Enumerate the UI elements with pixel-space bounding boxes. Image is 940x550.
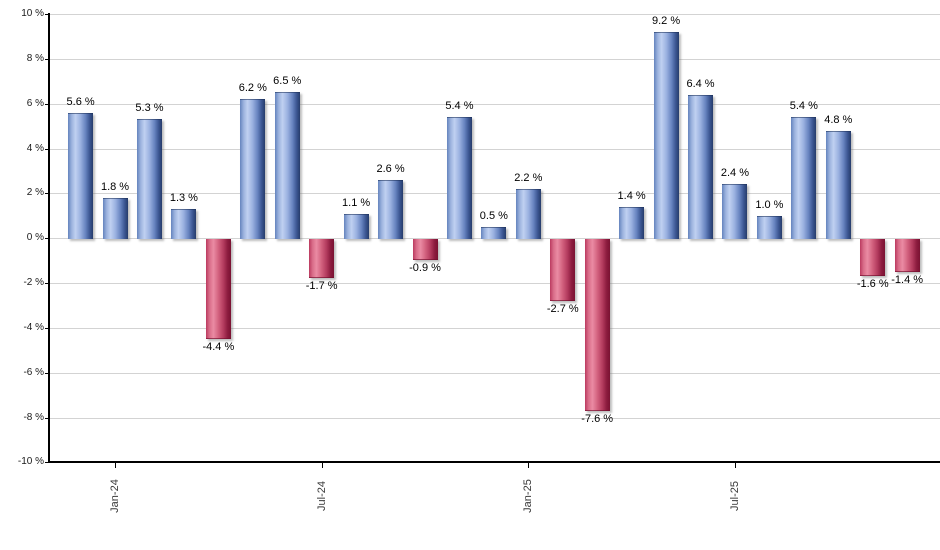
bar-value-label: 5.3 %: [135, 102, 164, 115]
bar: [722, 184, 748, 240]
bar: [860, 239, 886, 277]
y-axis-tick: [45, 193, 49, 195]
y-axis-tick-label: 10 %: [21, 8, 44, 19]
y-axis-tick: [45, 238, 49, 240]
bar: [412, 239, 438, 261]
bar-value-label: 5.6 %: [66, 95, 95, 108]
x-axis-tick-label: Jul-25: [728, 481, 741, 511]
bar-value-label: 1.3 %: [169, 192, 198, 205]
bar: [756, 215, 782, 240]
y-axis-tick: [45, 327, 49, 329]
bar: [205, 239, 231, 339]
horizontal-gridline: [49, 327, 940, 329]
bar-value-label: 0.5 %: [479, 209, 508, 222]
x-axis-tick: [115, 463, 117, 469]
bar: [136, 119, 162, 240]
horizontal-gridline: [49, 417, 940, 419]
bar: [825, 130, 851, 240]
y-axis-tick-label: 4 %: [26, 142, 44, 154]
x-axis-tick: [734, 463, 736, 469]
bar-value-label: -1.4 %: [891, 273, 924, 286]
horizontal-gridline: [49, 283, 940, 285]
y-axis-tick-label: -8 %: [23, 411, 44, 423]
y-axis-tick-label: 2 %: [26, 187, 44, 199]
y-axis-tick: [45, 417, 49, 419]
bar-value-label: 5.4 %: [789, 100, 818, 113]
bar: [343, 213, 369, 240]
bar: [653, 31, 679, 240]
bar: [515, 188, 541, 240]
bar-value-label: -0.9 %: [409, 262, 441, 275]
y-axis-tick: [45, 462, 49, 464]
x-axis-tick: [528, 463, 530, 469]
y-axis-tick: [45, 103, 49, 105]
y-axis-tick: [45, 283, 49, 285]
bar-value-label: -1.7 %: [305, 280, 338, 293]
bar-value-label: 6.2 %: [238, 82, 267, 95]
y-axis-tick-label: -10 %: [17, 456, 44, 468]
bar-value-label: 5.4 %: [445, 100, 474, 113]
bar-value-label: 1.0 %: [755, 198, 784, 211]
bar-value-label: 9.2 %: [652, 14, 681, 27]
x-axis-line: [48, 461, 940, 464]
bar-value-label: 1.8 %: [100, 180, 130, 193]
bar: [274, 92, 300, 240]
bar: [378, 179, 404, 240]
bar: [688, 94, 714, 240]
bar: [619, 206, 645, 240]
bar: [550, 239, 576, 301]
x-axis-tick: [321, 463, 323, 469]
y-axis-tick-label: 8 %: [26, 52, 44, 64]
bar: [102, 197, 128, 240]
bar-value-label: 1.1 %: [342, 196, 371, 209]
horizontal-gridline: [49, 372, 940, 374]
bar: [446, 117, 472, 240]
bar-value-label: 2.6 %: [376, 162, 405, 175]
bar: [171, 209, 197, 240]
bar: [481, 226, 507, 240]
bar-value-label: 6.4 %: [686, 77, 715, 90]
y-axis-tick-label: 0 %: [26, 232, 44, 244]
bar-value-label: 4.8 %: [824, 113, 853, 126]
bar: [894, 239, 920, 272]
bar-value-label: 1.4 %: [617, 189, 646, 202]
bar: [309, 239, 335, 279]
bar: [791, 117, 817, 240]
y-axis-tick: [45, 148, 49, 150]
y-axis-tick: [45, 372, 49, 374]
x-axis-tick-label: Jan-24: [109, 479, 122, 513]
x-axis-tick-label: Jan-25: [522, 479, 535, 513]
y-axis-tick-label: -4 %: [23, 321, 44, 333]
y-axis-tick-label: 6 %: [26, 97, 44, 109]
y-axis-tick: [45, 58, 49, 60]
bar-value-label: 6.5 %: [273, 75, 302, 88]
bar-value-label: 2.2 %: [514, 171, 543, 184]
bar-value-label: 2.4 %: [720, 167, 750, 180]
y-axis-line: [48, 13, 50, 464]
bar-value-label: -4.4 %: [202, 340, 235, 353]
x-axis-tick-label: Jul-24: [315, 481, 328, 511]
bar: [584, 239, 610, 411]
horizontal-gridline: [49, 14, 940, 15]
y-axis-tick: [45, 14, 49, 15]
bar-value-label: -7.6 %: [581, 412, 614, 425]
bar-value-label: -1.6 %: [856, 278, 889, 291]
bar-value-label: -2.7 %: [546, 302, 579, 315]
bar: [240, 99, 266, 240]
y-axis-tick-label: -2 %: [23, 277, 44, 289]
bar: [68, 112, 94, 240]
horizontal-gridline: [49, 58, 940, 60]
y-axis-tick-label: -6 %: [23, 366, 44, 378]
